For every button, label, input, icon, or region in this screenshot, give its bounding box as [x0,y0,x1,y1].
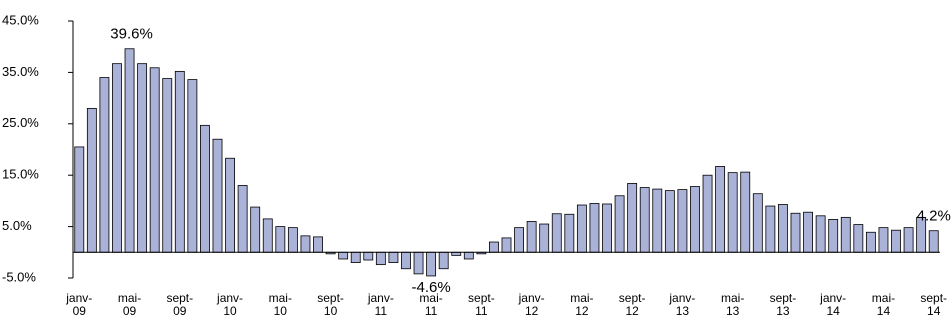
bar [112,63,122,253]
bar [426,251,437,277]
x-tick-label: mai-14 [871,291,896,318]
y-tick-label: 15.0% [2,167,39,182]
y-tick-label: 5.0% [2,218,32,233]
x-tick-label: sept-10 [317,291,344,318]
bar [840,216,851,253]
bar [438,251,449,270]
data-label: -4.6% [412,279,451,296]
bar [501,237,512,253]
bar [790,212,801,253]
bar [727,172,738,253]
bar [865,231,876,253]
x-tick-label: janv-10 [217,291,244,318]
x-tick-label: mai-13 [721,291,745,318]
x-tick-label: sept-14 [920,291,948,318]
bar [338,251,349,260]
bar [200,124,210,253]
bar [803,211,813,253]
bar [702,174,713,253]
bar [652,188,663,253]
x-tick-label: janv-09 [66,291,93,318]
bar [413,251,424,275]
bar [149,67,160,253]
bar [853,224,864,253]
bar [287,227,298,253]
bar [237,185,248,253]
bar [375,251,386,266]
x-tick-label: janv-13 [669,291,696,318]
bar [489,241,499,253]
y-tick-label: 25.0% [2,115,39,130]
bar [363,251,374,261]
bar [539,223,550,253]
y-tick-label: 45.0% [2,12,39,27]
x-tick-label: sept-09 [166,291,194,318]
x-tick-label: janv-11 [367,291,394,318]
bar [212,138,223,253]
data-label: 4.2% [917,208,951,225]
bar [828,219,839,253]
bar [589,203,600,253]
x-tick-label: janv-14 [820,291,847,318]
bar [627,183,638,253]
bar [639,187,650,253]
bar [677,189,688,253]
bar [388,251,399,263]
bar [401,251,411,270]
data-label: 39.6% [110,26,153,43]
x-tick-label: mai-12 [570,291,594,318]
bar [250,206,261,253]
bar [162,78,173,253]
bar [300,235,311,253]
bar [602,203,612,253]
bar [891,229,901,253]
x-tick-label: janv-12 [518,291,545,318]
bar [551,213,562,253]
bar [86,107,97,253]
x-tick-label: sept-12 [618,291,646,318]
bar [124,48,135,253]
bar [350,251,361,263]
bar [815,215,826,253]
bar [514,227,524,253]
bar [878,227,889,253]
bar [99,77,110,253]
bar [690,186,700,253]
bar [614,195,625,253]
bar [463,251,474,260]
bar [187,79,198,253]
y-tick-label: 35.0% [2,64,39,79]
x-tick-label: mai-11 [419,291,443,318]
bar [765,205,776,253]
x-tick-label: sept-13 [769,291,797,318]
bar [174,70,185,253]
x-tick-label: mai-10 [268,291,292,318]
bar [903,227,914,253]
bar [576,204,587,253]
bar [752,193,763,253]
bar [740,171,751,253]
bar [225,157,235,253]
bar [137,63,148,253]
x-tick-label: mai-09 [117,291,142,318]
bar [664,190,675,253]
bar [715,166,726,253]
bar [313,236,323,253]
y-tick-label: -5.0% [2,269,36,284]
bar [778,204,788,253]
bar [526,221,537,253]
x-tick-label: sept-11 [468,291,495,318]
bar [74,146,85,253]
bar [262,218,273,253]
bar [564,213,575,253]
bar [928,230,939,253]
bar [275,226,286,253]
